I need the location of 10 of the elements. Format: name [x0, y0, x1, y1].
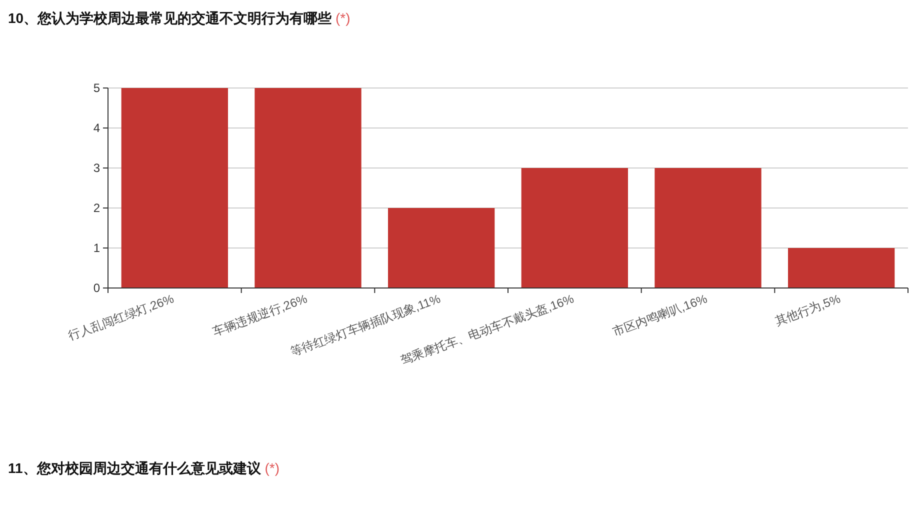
ytick: 3 [93, 161, 100, 175]
xtick: 车辆违规逆行,26% [210, 292, 310, 339]
xtick: 市区内鸣喇叭,16% [610, 292, 710, 339]
ytick: 4 [93, 121, 100, 135]
ytick: 2 [93, 201, 100, 215]
annotation: 11、您对校园周边交通有什么意见或建议 (*) [8, 460, 280, 476]
ytick: 5 [93, 81, 100, 95]
xtick: 其他行为,5% [773, 292, 842, 328]
ytick: 1 [93, 241, 100, 255]
title: 10、您认为学校周边最常见的交通不文明行为有哪些 (*) [8, 10, 350, 26]
